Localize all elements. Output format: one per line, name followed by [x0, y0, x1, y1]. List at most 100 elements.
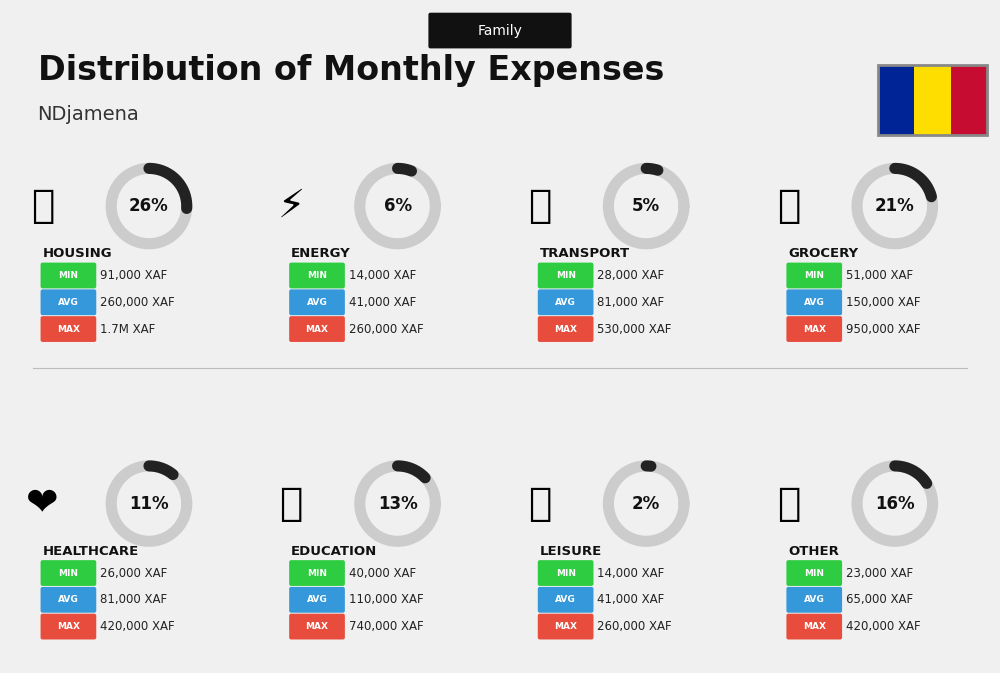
- FancyBboxPatch shape: [41, 316, 96, 342]
- FancyBboxPatch shape: [538, 289, 593, 315]
- Text: 41,000 XAF: 41,000 XAF: [597, 594, 665, 606]
- Text: AVG: AVG: [804, 297, 825, 307]
- FancyBboxPatch shape: [786, 316, 842, 342]
- Text: 💰: 💰: [777, 485, 800, 523]
- Text: Family: Family: [478, 24, 522, 38]
- Text: 40,000 XAF: 40,000 XAF: [349, 567, 416, 579]
- Text: 6%: 6%: [384, 197, 412, 215]
- Text: 950,000 XAF: 950,000 XAF: [846, 322, 921, 336]
- Text: EDUCATION: EDUCATION: [291, 544, 377, 558]
- Text: MIN: MIN: [307, 569, 327, 577]
- Text: MAX: MAX: [57, 324, 80, 334]
- Text: 🎓: 🎓: [279, 485, 303, 523]
- Text: 26%: 26%: [129, 197, 169, 215]
- Text: MAX: MAX: [57, 622, 80, 631]
- Text: 420,000 XAF: 420,000 XAF: [100, 620, 175, 633]
- FancyBboxPatch shape: [41, 262, 96, 289]
- Text: AVG: AVG: [58, 297, 79, 307]
- Text: 🛍: 🛍: [528, 485, 551, 523]
- FancyBboxPatch shape: [41, 560, 96, 586]
- Text: OTHER: OTHER: [788, 544, 839, 558]
- Text: HOUSING: HOUSING: [43, 247, 112, 260]
- Text: AVG: AVG: [58, 596, 79, 604]
- Text: 740,000 XAF: 740,000 XAF: [349, 620, 423, 633]
- Text: Distribution of Monthly Expenses: Distribution of Monthly Expenses: [38, 54, 664, 87]
- Text: 41,000 XAF: 41,000 XAF: [349, 296, 416, 309]
- FancyBboxPatch shape: [428, 13, 572, 48]
- Text: 91,000 XAF: 91,000 XAF: [100, 269, 167, 282]
- Text: 21%: 21%: [875, 197, 915, 215]
- Text: 🚌: 🚌: [528, 187, 551, 225]
- Text: GROCERY: GROCERY: [788, 247, 859, 260]
- Text: ❤: ❤: [26, 485, 59, 523]
- FancyBboxPatch shape: [289, 262, 345, 289]
- Text: 150,000 XAF: 150,000 XAF: [846, 296, 921, 309]
- Text: 16%: 16%: [875, 495, 915, 513]
- FancyBboxPatch shape: [41, 614, 96, 639]
- Text: 23,000 XAF: 23,000 XAF: [846, 567, 913, 579]
- FancyBboxPatch shape: [538, 560, 593, 586]
- Text: MAX: MAX: [554, 622, 577, 631]
- FancyBboxPatch shape: [289, 289, 345, 315]
- Text: AVG: AVG: [804, 596, 825, 604]
- Text: 28,000 XAF: 28,000 XAF: [597, 269, 665, 282]
- Text: 13%: 13%: [378, 495, 417, 513]
- Text: 2%: 2%: [632, 495, 660, 513]
- FancyBboxPatch shape: [786, 614, 842, 639]
- Text: HEALTHCARE: HEALTHCARE: [43, 544, 139, 558]
- Text: MAX: MAX: [306, 324, 329, 334]
- FancyBboxPatch shape: [786, 262, 842, 289]
- FancyBboxPatch shape: [538, 614, 593, 639]
- Text: MAX: MAX: [803, 324, 826, 334]
- Text: AVG: AVG: [307, 596, 327, 604]
- Text: 26,000 XAF: 26,000 XAF: [100, 567, 167, 579]
- FancyBboxPatch shape: [538, 262, 593, 289]
- Text: 🛒: 🛒: [777, 187, 800, 225]
- Text: 420,000 XAF: 420,000 XAF: [846, 620, 921, 633]
- FancyBboxPatch shape: [786, 560, 842, 586]
- Text: 14,000 XAF: 14,000 XAF: [597, 567, 665, 579]
- Text: 110,000 XAF: 110,000 XAF: [349, 594, 423, 606]
- FancyBboxPatch shape: [878, 65, 914, 135]
- Text: 530,000 XAF: 530,000 XAF: [597, 322, 672, 336]
- Text: MIN: MIN: [58, 271, 78, 280]
- Text: MIN: MIN: [804, 271, 824, 280]
- Text: 65,000 XAF: 65,000 XAF: [846, 594, 913, 606]
- Text: 260,000 XAF: 260,000 XAF: [100, 296, 175, 309]
- FancyBboxPatch shape: [289, 614, 345, 639]
- Text: NDjamena: NDjamena: [38, 106, 139, 125]
- Text: MIN: MIN: [556, 569, 576, 577]
- FancyBboxPatch shape: [538, 316, 593, 342]
- FancyBboxPatch shape: [41, 289, 96, 315]
- FancyBboxPatch shape: [951, 65, 987, 135]
- FancyBboxPatch shape: [41, 587, 96, 612]
- Text: TRANSPORT: TRANSPORT: [540, 247, 630, 260]
- Text: MIN: MIN: [307, 271, 327, 280]
- Text: 11%: 11%: [129, 495, 169, 513]
- FancyBboxPatch shape: [289, 560, 345, 586]
- Text: MAX: MAX: [554, 324, 577, 334]
- FancyBboxPatch shape: [289, 316, 345, 342]
- Text: 51,000 XAF: 51,000 XAF: [846, 269, 913, 282]
- Text: LEISURE: LEISURE: [540, 544, 602, 558]
- Text: 260,000 XAF: 260,000 XAF: [349, 322, 423, 336]
- Text: 5%: 5%: [632, 197, 660, 215]
- Text: AVG: AVG: [555, 596, 576, 604]
- Text: 81,000 XAF: 81,000 XAF: [100, 594, 167, 606]
- FancyBboxPatch shape: [914, 65, 951, 135]
- Text: 🏢: 🏢: [31, 187, 54, 225]
- FancyBboxPatch shape: [289, 587, 345, 612]
- Text: 260,000 XAF: 260,000 XAF: [597, 620, 672, 633]
- FancyBboxPatch shape: [786, 587, 842, 612]
- Text: AVG: AVG: [555, 297, 576, 307]
- Text: MAX: MAX: [306, 622, 329, 631]
- Text: ENERGY: ENERGY: [291, 247, 351, 260]
- Text: MIN: MIN: [58, 569, 78, 577]
- FancyBboxPatch shape: [786, 289, 842, 315]
- Text: AVG: AVG: [307, 297, 327, 307]
- Text: 14,000 XAF: 14,000 XAF: [349, 269, 416, 282]
- Text: MIN: MIN: [556, 271, 576, 280]
- Text: MAX: MAX: [803, 622, 826, 631]
- Text: 1.7M XAF: 1.7M XAF: [100, 322, 155, 336]
- Text: MIN: MIN: [804, 569, 824, 577]
